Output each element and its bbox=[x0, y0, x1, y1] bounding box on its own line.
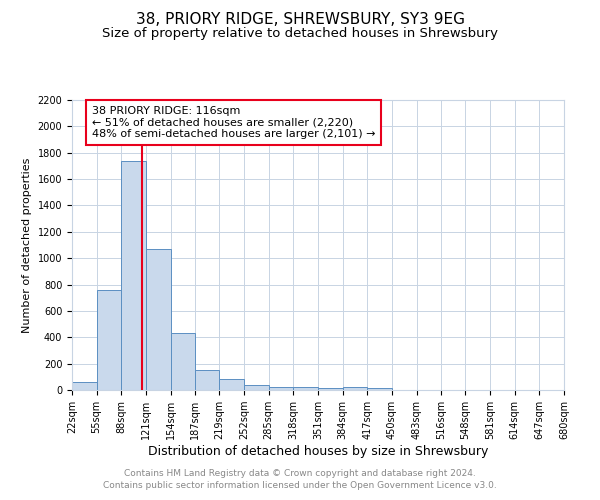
Bar bbox=[269, 386, 293, 390]
Text: 38, PRIORY RIDGE, SHREWSBURY, SY3 9EG: 38, PRIORY RIDGE, SHREWSBURY, SY3 9EG bbox=[136, 12, 464, 28]
Bar bbox=[293, 388, 318, 390]
Y-axis label: Number of detached properties: Number of detached properties bbox=[22, 158, 32, 332]
Bar bbox=[220, 380, 244, 390]
Bar bbox=[343, 388, 367, 390]
Bar bbox=[97, 290, 121, 390]
Bar bbox=[170, 334, 196, 390]
Bar bbox=[244, 384, 269, 390]
Text: Contains HM Land Registry data © Crown copyright and database right 2024.: Contains HM Land Registry data © Crown c… bbox=[124, 468, 476, 477]
Bar bbox=[72, 382, 97, 390]
Bar bbox=[121, 160, 146, 390]
Bar bbox=[196, 370, 220, 390]
Text: Contains public sector information licensed under the Open Government Licence v3: Contains public sector information licen… bbox=[103, 481, 497, 490]
Bar bbox=[318, 388, 343, 390]
Text: Size of property relative to detached houses in Shrewsbury: Size of property relative to detached ho… bbox=[102, 28, 498, 40]
Text: 38 PRIORY RIDGE: 116sqm
← 51% of detached houses are smaller (2,220)
48% of semi: 38 PRIORY RIDGE: 116sqm ← 51% of detache… bbox=[92, 106, 375, 139]
Bar bbox=[146, 249, 170, 390]
X-axis label: Distribution of detached houses by size in Shrewsbury: Distribution of detached houses by size … bbox=[148, 445, 488, 458]
Bar bbox=[367, 388, 392, 390]
